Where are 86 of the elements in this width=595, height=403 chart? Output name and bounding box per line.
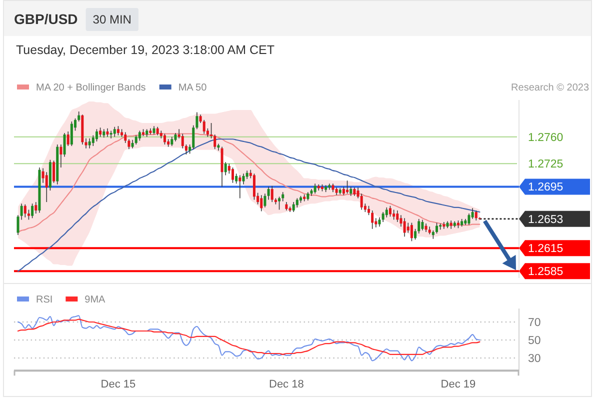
legend-label: MA 50 [178, 82, 208, 94]
candlestick [138, 130, 141, 142]
y-tick-label: 50 [528, 335, 541, 348]
candlestick [16, 214, 20, 236]
candlestick [163, 133, 166, 145]
candlestick [60, 144, 62, 168]
x-tick-label: Dec 19 [440, 378, 476, 391]
candlestick [181, 133, 184, 149]
candlestick [264, 193, 266, 208]
candlestick [282, 192, 284, 202]
legend-label: RSI [36, 294, 53, 306]
y-tick-label: 1.2760 [528, 132, 564, 144]
ref-line-label: 1.2615 [528, 243, 564, 256]
candlestick [296, 198, 298, 208]
chart-subtitle: Tuesday, December 19, 2023 3:18:00 AM CET [16, 43, 275, 57]
ref-line-label: 1.2653 [528, 214, 564, 226]
candlestick [170, 136, 174, 146]
candlestick [45, 172, 48, 202]
candlestick [124, 132, 127, 144]
y-tick-label: 30 [528, 353, 541, 366]
candlestick [403, 218, 406, 237]
candlestick [414, 228, 417, 240]
candlestick [78, 111, 80, 122]
candlestick [116, 126, 120, 136]
candlestick [270, 186, 274, 202]
chart-title: GBP/USD [14, 11, 78, 27]
candlestick [95, 128, 98, 142]
y-tick-label: 1.2725 [528, 158, 564, 171]
candlestick [20, 203, 23, 220]
candlestick [27, 209, 30, 220]
x-tick-label: Dec 15 [100, 378, 136, 391]
candlestick [24, 204, 26, 218]
candlestick [292, 202, 295, 212]
candlestick [210, 122, 213, 139]
candlestick [113, 126, 116, 138]
candlestick [92, 134, 94, 146]
candlestick [418, 218, 420, 234]
candlestick [410, 222, 413, 242]
candlestick [360, 193, 363, 210]
candlestick [350, 186, 352, 196]
candlestick [70, 121, 73, 146]
candlestick [235, 173, 238, 184]
candlestick [378, 216, 381, 227]
y-tick-label: 70 [528, 317, 541, 330]
candlestick [202, 120, 206, 134]
candlestick [388, 205, 392, 218]
candlestick [231, 167, 234, 184]
line-series [17, 315, 480, 362]
candlestick [110, 130, 112, 139]
candlestick [260, 194, 263, 212]
ref-line-label: 1.2695 [528, 182, 564, 194]
candlestick [224, 162, 227, 176]
candlestick [314, 183, 316, 194]
candlestick [88, 138, 91, 149]
candlestick [238, 174, 242, 199]
candlestick [99, 127, 102, 138]
text: Research © 2023 [511, 82, 590, 94]
candlestick [421, 219, 424, 231]
candlestick [396, 210, 399, 222]
candlestick [267, 186, 270, 200]
ref-line-label: 1.2585 [528, 266, 564, 278]
candlestick [371, 210, 374, 230]
candlestick [436, 222, 438, 234]
candlestick [382, 212, 384, 222]
candlestick [184, 144, 188, 155]
candlestick [252, 173, 256, 200]
candlestick [63, 132, 66, 158]
candlestick [220, 146, 224, 188]
legend-label: 9MA [84, 294, 106, 306]
candlestick [52, 160, 56, 184]
candlestick [385, 207, 388, 218]
candlestick [392, 209, 396, 220]
candlestick [66, 131, 70, 146]
text: 30 MIN [92, 12, 132, 27]
candlestick [368, 205, 370, 216]
candlestick [31, 203, 34, 219]
legend-label: MA 20 + Bollinger Bands [36, 82, 146, 94]
candlestick [468, 213, 470, 226]
candlestick [134, 134, 138, 145]
x-tick-label: Dec 18 [269, 378, 304, 391]
candlestick [278, 196, 281, 210]
candlestick [471, 208, 474, 220]
candlestick [34, 202, 38, 214]
candlestick [474, 210, 478, 221]
candlestick [214, 134, 216, 150]
line-series [17, 318, 480, 355]
